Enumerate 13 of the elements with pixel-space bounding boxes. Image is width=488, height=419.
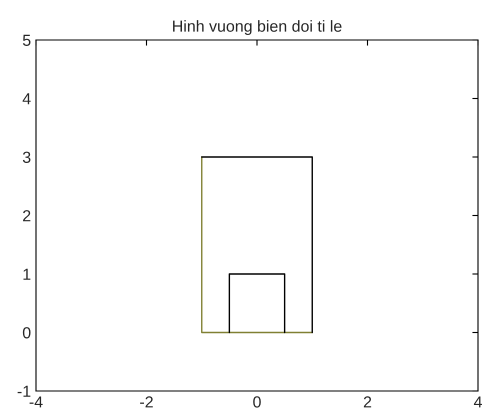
y-tick-label: 3 [22,152,30,163]
y-tick-label: 5 [22,34,30,46]
x-tick-label: 4 [474,396,482,408]
x-tick-label: 0 [253,396,261,408]
x-tick-label: -4 [30,396,43,408]
y-tick-label: 1 [23,268,30,280]
y-tick-label: 2 [23,210,30,222]
x-tick-label: 2 [364,396,372,408]
y-tick-label: 4 [22,93,31,104]
chart-title: Hinh vuong bien doi ti le [173,20,342,35]
y-tick-label: -1 [18,386,30,397]
x-tick-label: -2 [140,396,153,408]
y-tick-label: 0 [22,327,31,338]
